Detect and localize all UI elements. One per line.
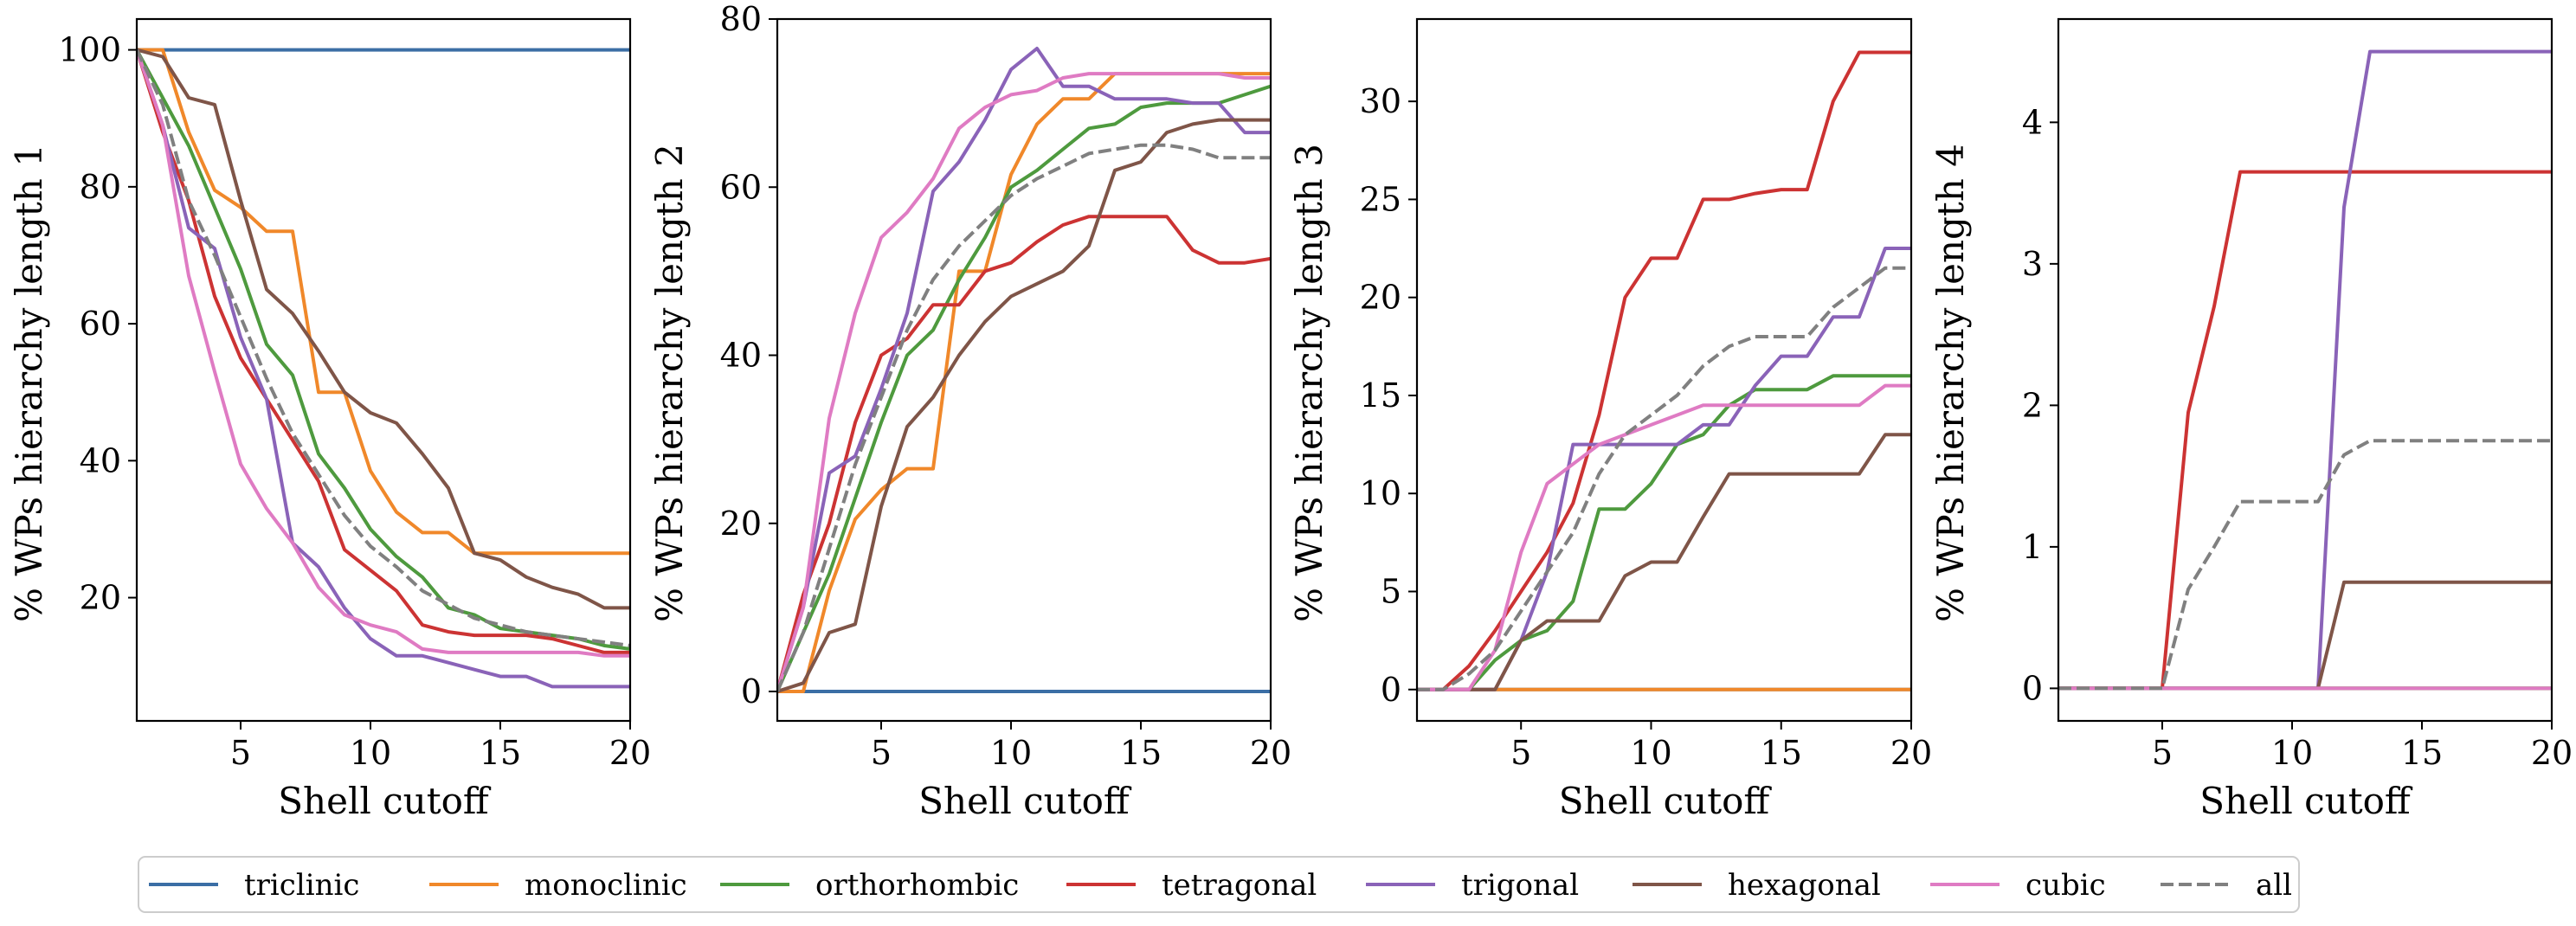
x-tick-label: 15 (2401, 734, 2443, 772)
subplot-1: 5 10 15 20 20 40 60 80 100 Shell cutoff % WPs hier… (8, 17, 651, 822)
y-tick-label: 20 (1360, 279, 1401, 317)
series-hexagonal (1417, 433, 1911, 691)
legend: triclinic monoclinic orthorhombic tetragona… (138, 856, 2300, 913)
y-tick-label: 15 (1360, 376, 1401, 415)
legend-label-trigonal: trigonal (1461, 868, 1579, 903)
x-tick-label: 10 (990, 734, 1032, 772)
x-tick-label: 15 (1120, 734, 1162, 772)
x-tick-label: 15 (1761, 734, 1802, 772)
y-tick-label: 0 (2022, 669, 2043, 707)
series-cubic (1417, 383, 1911, 691)
y-tick-label: 100 (58, 31, 121, 69)
series-all (777, 143, 1271, 692)
subplot-2: 5 10 15 20 0 20 40 60 80 Shell cutoff % WPs hierar… (648, 0, 1291, 822)
y-tick-label: 2 (2022, 386, 2043, 424)
axes-frame (2057, 17, 2553, 723)
series-trigonal (777, 47, 1271, 692)
axes-frame (1415, 17, 1913, 723)
series-trigonal (1417, 247, 1911, 691)
y-tick-label: 4 (2022, 103, 2043, 141)
legend-label-monoclinic: monoclinic (525, 868, 687, 903)
y-axis-label: % WPs hierarchy length 2 (648, 144, 691, 622)
x-tick-label: 5 (2152, 734, 2173, 772)
x-tick-label: 15 (480, 734, 521, 772)
series-hexagonal (137, 48, 630, 610)
legend-label-cubic: cubic (2025, 868, 2106, 903)
y-tick-label: 40 (80, 441, 121, 479)
series-hexagonal (777, 118, 1271, 693)
series-cubic (137, 48, 630, 658)
series-all (1417, 266, 1911, 691)
y-tick-label: 3 (2022, 245, 2043, 283)
x-axis-label: Shell cutoff (1559, 780, 1773, 822)
series-monoclinic (777, 72, 1271, 693)
series-cubic (777, 72, 1271, 692)
series-tetragonal (137, 48, 630, 654)
legend-label-triclinic: triclinic (244, 868, 359, 903)
y-tick-label: 20 (720, 505, 762, 543)
x-tick-label: 10 (350, 734, 391, 772)
x-tick-label: 5 (871, 734, 892, 772)
y-tick-label: 40 (720, 337, 762, 375)
series-hexagonal (2058, 580, 2552, 691)
x-tick-label: 20 (609, 734, 651, 772)
y-tick-label: 25 (1360, 180, 1401, 218)
y-tick-label: 80 (80, 168, 121, 206)
series-all (137, 48, 630, 647)
x-tick-label: 5 (1510, 734, 1531, 772)
y-axis-label: % WPs hierarchy length 1 (8, 144, 50, 622)
x-tick-label: 20 (1890, 734, 1932, 772)
legend-box (138, 856, 2300, 913)
series-monoclinic (137, 48, 630, 556)
series-tetragonal (1417, 50, 1911, 691)
y-axis-label: % WPs hierarchy length 3 (1288, 144, 1330, 622)
legend-label-orthorhombic: orthorhombic (815, 868, 1019, 903)
legend-label-hexagonal: hexagonal (1728, 868, 1881, 903)
y-tick-label: 20 (80, 579, 121, 617)
y-tick-label: 0 (741, 672, 762, 711)
subplot-3: 5 10 15 20 0 5 10 15 20 25 30 Shell cutoff % WPs hie… (1288, 17, 1932, 822)
x-axis-label: Shell cutoff (278, 780, 492, 822)
series-orthorhombic (1417, 374, 1911, 691)
y-tick-label: 80 (720, 0, 762, 38)
x-tick-label: 5 (230, 734, 251, 772)
series-orthorhombic (137, 48, 630, 651)
y-tick-label: 5 (1381, 572, 1401, 610)
x-tick-label: 20 (1250, 734, 1291, 772)
y-tick-label: 60 (80, 305, 121, 343)
axes-frame (135, 17, 632, 723)
series-trigonal (137, 48, 630, 689)
y-tick-label: 60 (720, 168, 762, 206)
y-tick-label: 1 (2022, 528, 2043, 566)
series-all (2058, 439, 2552, 691)
y-tick-label: 10 (1360, 474, 1401, 512)
x-tick-label: 10 (1630, 734, 1671, 772)
legend-label-tetragonal: tetragonal (1162, 868, 1317, 903)
series-orthorhombic (777, 84, 1271, 692)
x-axis-label: Shell cutoff (918, 780, 1132, 822)
y-tick-label: 0 (1381, 671, 1401, 709)
series-tetragonal (777, 215, 1271, 692)
x-axis-label: Shell cutoff (2199, 780, 2413, 822)
y-tick-label: 30 (1360, 82, 1401, 120)
series-trigonal (2058, 49, 2552, 691)
x-tick-label: 10 (2271, 734, 2313, 772)
axes-frame (776, 17, 1272, 723)
series-tetragonal (2058, 170, 2552, 691)
subplot-4: 5 10 15 20 0 1 2 3 4 Shell cutoff % WPs hierarchy … (1929, 17, 2573, 822)
x-tick-label: 20 (2531, 734, 2573, 772)
legend-label-all: all (2256, 868, 2292, 903)
y-axis-label: % WPs hierarchy length 4 (1929, 144, 1972, 622)
